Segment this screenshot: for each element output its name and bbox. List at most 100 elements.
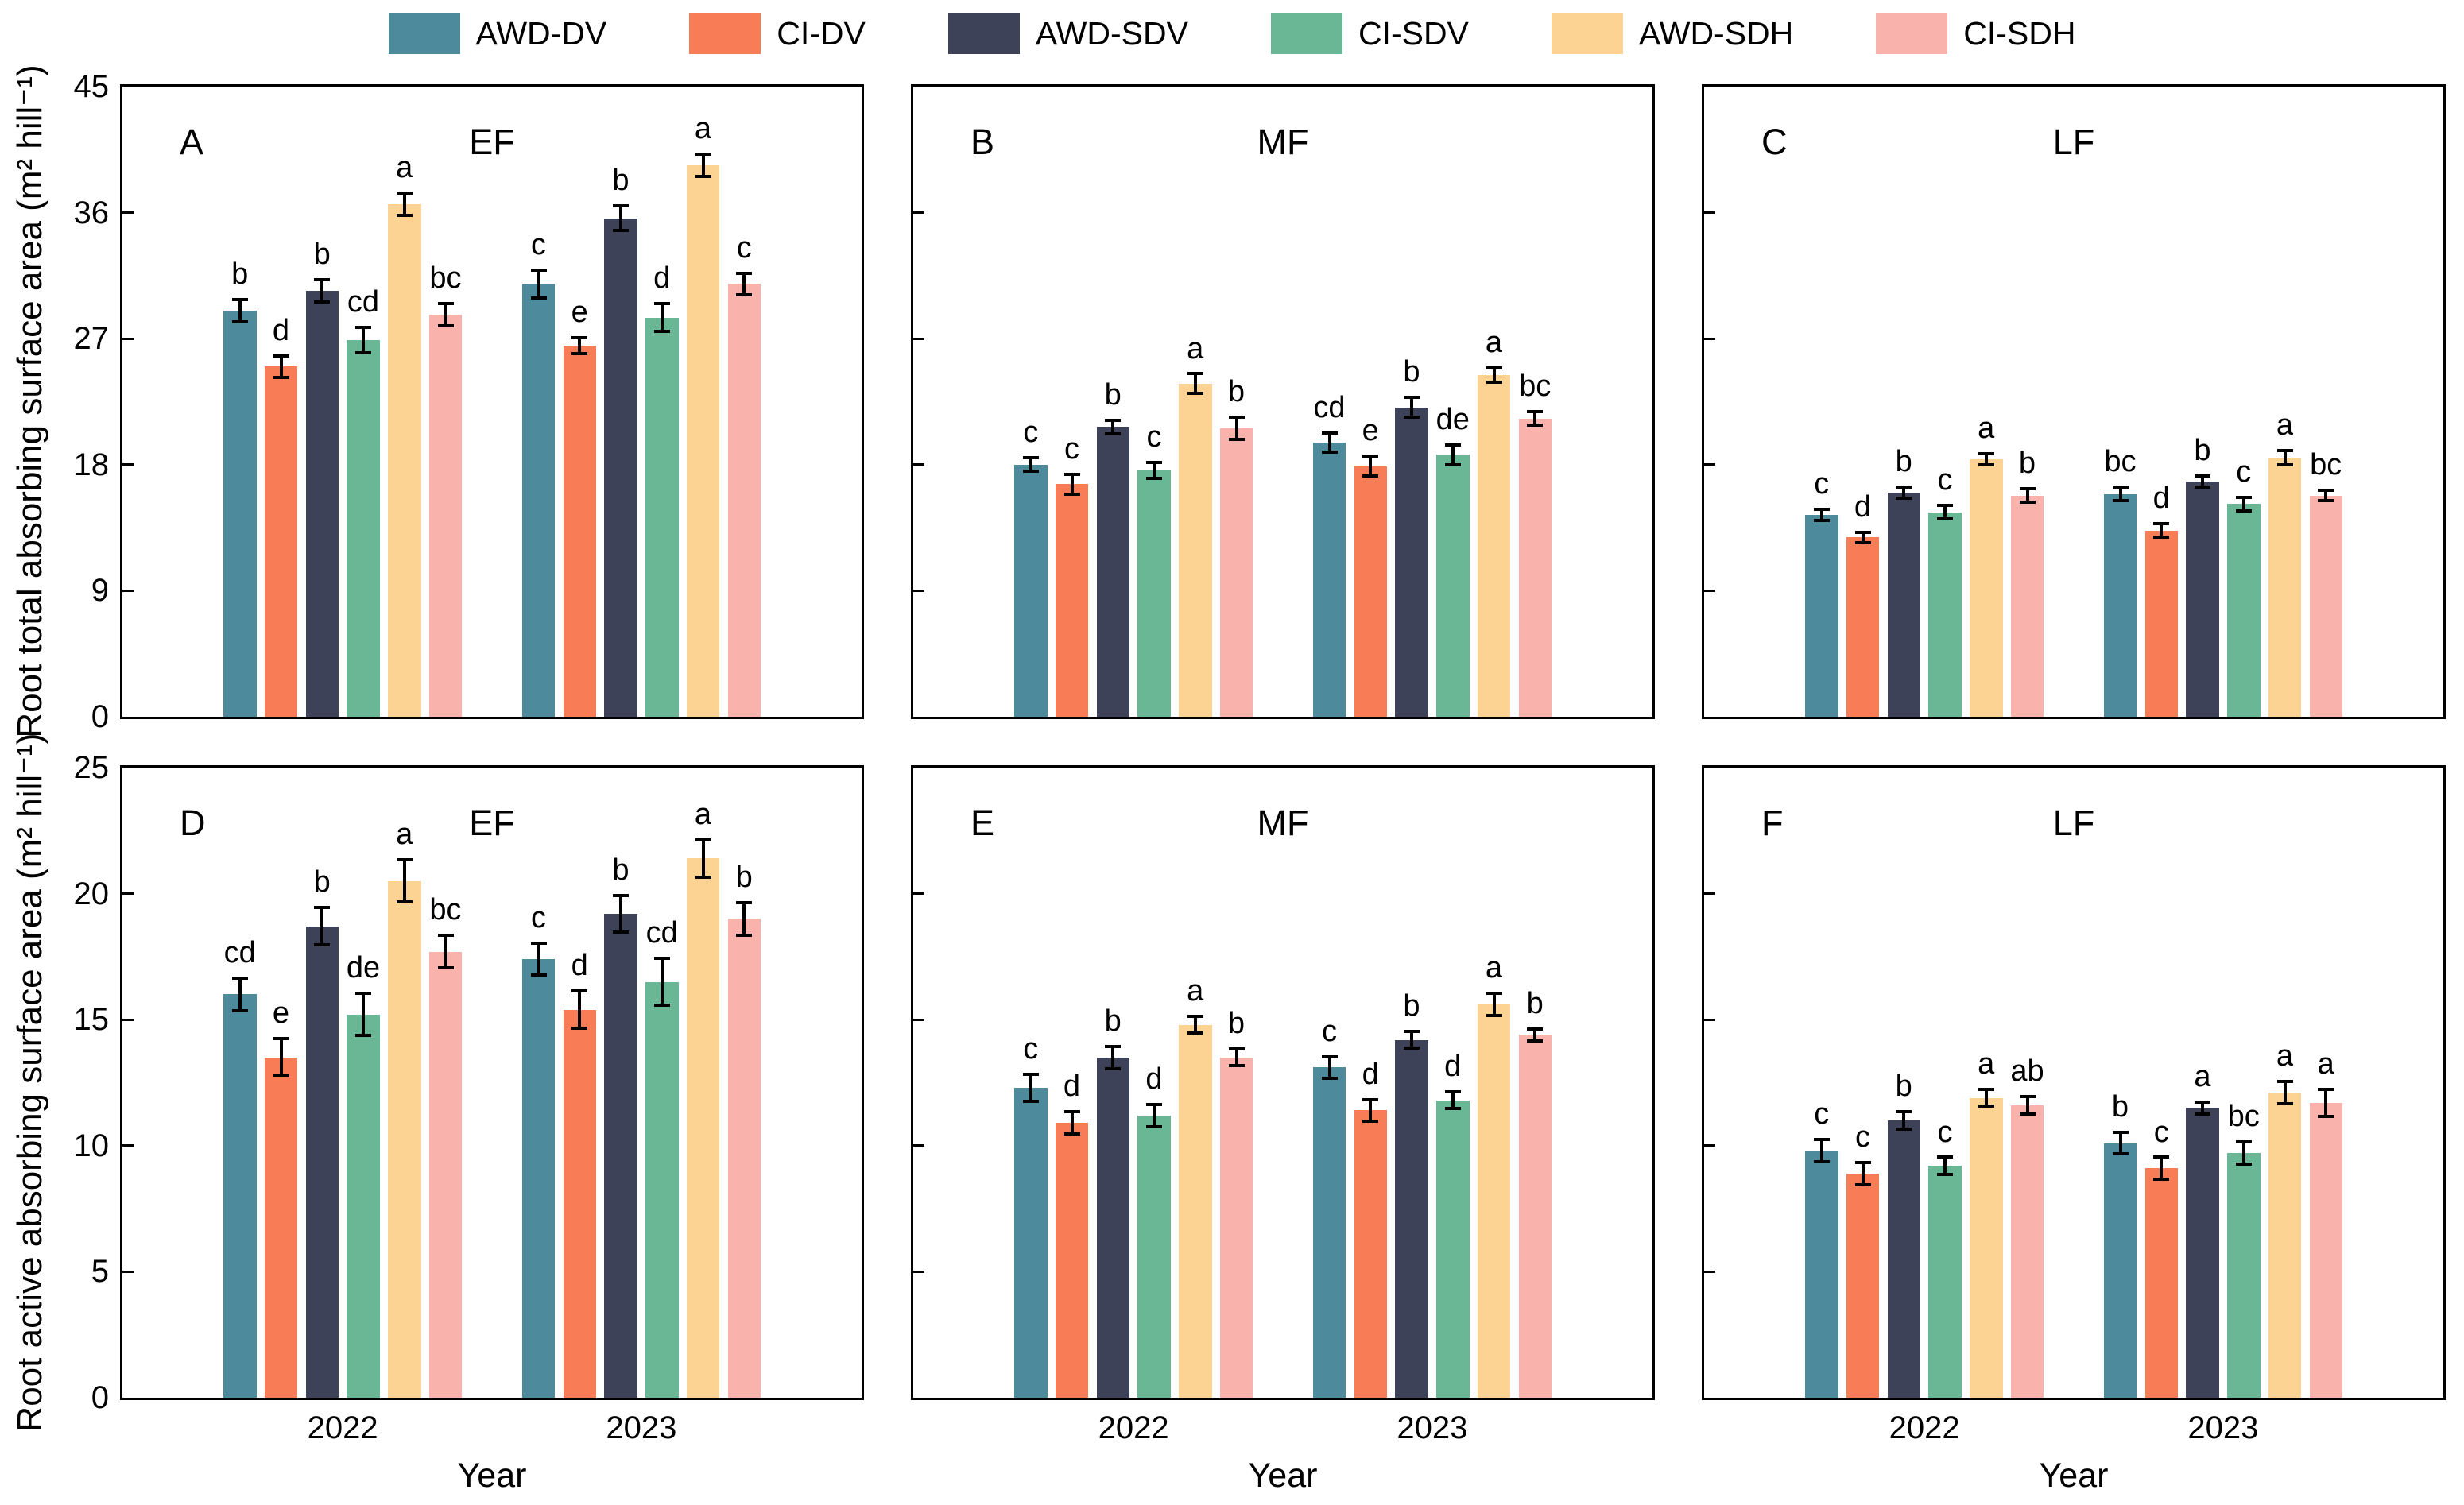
error-bar-part bbox=[530, 269, 547, 273]
y-tick-mark bbox=[913, 1018, 924, 1021]
sig-letter: a bbox=[2317, 1047, 2334, 1081]
error-bar bbox=[1063, 1110, 1080, 1136]
error-bar-part bbox=[1404, 1029, 1420, 1033]
error-bar-part bbox=[1029, 456, 1032, 474]
error-bar-part bbox=[2241, 495, 2245, 513]
error-bar bbox=[1022, 1072, 1039, 1103]
sig-letter: b bbox=[612, 164, 630, 198]
error-bar-part bbox=[2195, 1100, 2210, 1104]
panel-title: MF bbox=[1257, 122, 1309, 162]
error-bar bbox=[1527, 410, 1544, 428]
sig-letter: d bbox=[1063, 1070, 1081, 1104]
bar-ci-sdh-2022 bbox=[2010, 1105, 2044, 1398]
error-bar-part bbox=[1187, 1031, 1203, 1035]
error-bar-part bbox=[571, 335, 588, 339]
error-bar-part bbox=[2153, 1155, 2170, 1159]
error-bar bbox=[2276, 449, 2293, 466]
legend-swatch-ci-sdh bbox=[1876, 13, 1948, 54]
y-tick-mark bbox=[1704, 211, 1715, 215]
panel-a: A EF b d b cd a bc c e b d a c bbox=[120, 84, 864, 719]
sig-letter: c bbox=[531, 900, 546, 934]
error-bar-part bbox=[2160, 1155, 2164, 1182]
error-bar-part bbox=[1444, 1090, 1461, 1094]
error-bar bbox=[437, 302, 454, 328]
sig-letter: e bbox=[571, 295, 588, 329]
x-axis-title: Year bbox=[457, 1457, 527, 1495]
error-bar-part bbox=[1902, 1110, 1906, 1131]
bar-awd-sdv-2022 bbox=[1887, 1120, 1920, 1398]
legend-swatch-awd-sdh bbox=[1551, 13, 1623, 54]
error-bar-part bbox=[1029, 1072, 1032, 1103]
legend-item-ci-sdv: CI-SDV bbox=[1270, 13, 1469, 54]
sig-letter: d bbox=[571, 949, 588, 983]
bar-awd-sdv-2023 bbox=[604, 913, 637, 1398]
error-bar-part bbox=[1486, 992, 1502, 996]
y-tick-label: 5 bbox=[91, 1254, 109, 1290]
error-bar bbox=[1187, 1014, 1203, 1035]
error-bar-part bbox=[1943, 1155, 1947, 1176]
error-bar-part bbox=[1362, 1120, 1379, 1124]
y-tick-label: 0 bbox=[91, 1380, 109, 1415]
error-bar-part bbox=[1444, 1107, 1461, 1111]
error-bar-part bbox=[613, 229, 629, 233]
error-bar bbox=[530, 269, 547, 300]
error-bar-part bbox=[2201, 1100, 2204, 1116]
error-bar-part bbox=[279, 1037, 283, 1078]
error-bar-part bbox=[1111, 418, 1115, 435]
panel-letter-f: F bbox=[1761, 803, 1784, 843]
error-bar-part bbox=[736, 293, 753, 297]
bar-awd-dv-2022 bbox=[1014, 1087, 1048, 1398]
error-bar-part bbox=[742, 271, 746, 297]
error-bar-part bbox=[537, 941, 540, 977]
error-bar-part bbox=[1228, 1064, 1245, 1068]
panel-title: MF bbox=[1257, 803, 1309, 843]
error-bar-part bbox=[1854, 541, 1871, 545]
panel-letter-e: E bbox=[970, 803, 995, 843]
error-bar-part bbox=[2019, 486, 2036, 490]
panel-d: D EF cd e b de a bc c d b cd a b bbox=[120, 765, 864, 1400]
error-bar-part bbox=[1153, 1102, 1156, 1128]
error-bar-part bbox=[2112, 1130, 2129, 1134]
error-bar bbox=[2195, 1100, 2210, 1116]
y-tick-label: 20 bbox=[73, 876, 110, 911]
error-bar-part bbox=[1410, 396, 1413, 419]
error-bar-part bbox=[2324, 488, 2328, 503]
error-bar bbox=[736, 271, 753, 297]
sig-letter: b bbox=[735, 861, 753, 895]
error-bar bbox=[695, 152, 711, 178]
bar-ci-sdv-2023 bbox=[2227, 504, 2261, 717]
error-bar-part bbox=[362, 992, 365, 1038]
error-bar-part bbox=[1321, 1054, 1338, 1058]
bar-awd-dv-2023 bbox=[521, 959, 556, 1398]
error-bar bbox=[1105, 418, 1122, 435]
error-bar-part bbox=[2025, 486, 2029, 505]
sig-letter: a bbox=[1978, 1047, 1995, 1081]
bar-awd-sdv-2022 bbox=[1887, 493, 1920, 717]
error-bar bbox=[613, 204, 629, 233]
error-bar-part bbox=[571, 1026, 588, 1030]
error-bar-part bbox=[444, 934, 447, 969]
error-bar bbox=[1978, 1087, 1994, 1108]
error-bar-part bbox=[238, 298, 242, 323]
error-bar-part bbox=[619, 893, 622, 934]
bar-awd-sdh-2022 bbox=[388, 204, 421, 717]
error-bar bbox=[653, 302, 670, 334]
panel-title: EF bbox=[469, 803, 515, 843]
error-bar-part bbox=[1896, 486, 1912, 489]
error-bar-part bbox=[1070, 473, 1074, 496]
error-bar-part bbox=[1228, 1047, 1245, 1051]
error-bar-part bbox=[273, 1037, 289, 1041]
sig-letter: e bbox=[272, 996, 290, 1031]
sig-letter: cd bbox=[223, 936, 256, 970]
bar-ci-dv-2023 bbox=[2144, 530, 2178, 717]
error-bar-part bbox=[2112, 499, 2129, 503]
error-bar-part bbox=[613, 930, 629, 934]
error-bar-part bbox=[1533, 1027, 1537, 1043]
error-bar-part bbox=[1321, 450, 1338, 454]
bar-awd-sdh-2022 bbox=[388, 880, 421, 1398]
error-bar-part bbox=[2019, 501, 2036, 505]
bar-ci-sdv-2022 bbox=[347, 1014, 380, 1398]
error-bar bbox=[613, 893, 629, 934]
error-bar-part bbox=[530, 973, 547, 977]
error-bar bbox=[1187, 372, 1203, 395]
